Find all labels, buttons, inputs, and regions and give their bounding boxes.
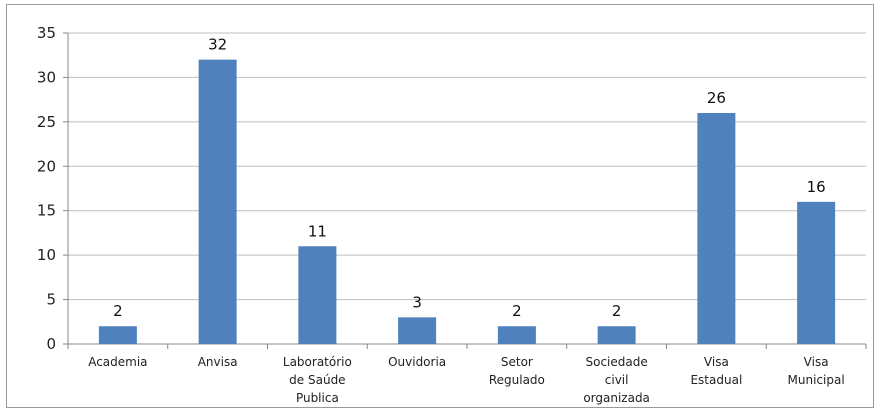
bar (298, 246, 337, 344)
x-tick-label: Setor (501, 355, 533, 369)
bar (398, 317, 437, 344)
gridlines (68, 32, 866, 301)
y-tick-label: 35 (37, 24, 56, 42)
axes (63, 32, 867, 349)
data-label: 32 (208, 36, 227, 54)
x-tick-label: Laboratório (283, 355, 352, 369)
data-label: 26 (707, 89, 726, 107)
x-tick-label: Anvisa (198, 355, 238, 369)
y-tick-label: 20 (37, 157, 56, 175)
x-tick-label: Sociedade (586, 355, 648, 369)
x-tick-label: Ouvidoria (388, 355, 446, 369)
bar (797, 201, 836, 344)
bar (497, 326, 536, 344)
y-tick-label: 0 (46, 335, 56, 353)
bar (198, 59, 237, 345)
data-label: 2 (512, 302, 522, 320)
y-tick-label: 30 (37, 68, 56, 86)
y-tick-labels: 0 5 10 15 20 25 30 35 (37, 24, 56, 353)
data-label: 3 (412, 293, 422, 311)
bars (98, 59, 836, 345)
x-tick-label: civil (605, 373, 629, 387)
data-label: 16 (807, 178, 826, 196)
bar (697, 112, 736, 344)
x-tick-label: Estadual (690, 373, 742, 387)
x-tick-label: Visa (704, 355, 729, 369)
x-tick-label: Academia (88, 355, 147, 369)
data-label: 11 (308, 222, 327, 240)
data-label: 2 (113, 302, 123, 320)
y-tick-label: 5 (46, 291, 56, 309)
bar (98, 326, 137, 344)
x-tick-label: Regulado (489, 373, 545, 387)
x-tick-label: Publica (296, 391, 339, 405)
x-tick-label: Municipal (788, 373, 845, 387)
x-tick-label: organizada (583, 391, 650, 405)
bar (597, 326, 636, 344)
x-tick-label: de Saúde (289, 373, 345, 387)
y-tick-label: 10 (37, 246, 56, 264)
y-tick-label: 15 (37, 202, 56, 220)
data-label: 2 (612, 302, 622, 320)
x-tick-label: Visa (804, 355, 829, 369)
y-tick-label: 25 (37, 113, 56, 131)
x-tick-labels: Academia Anvisa Laboratório de Saúde Publica… (88, 355, 844, 405)
